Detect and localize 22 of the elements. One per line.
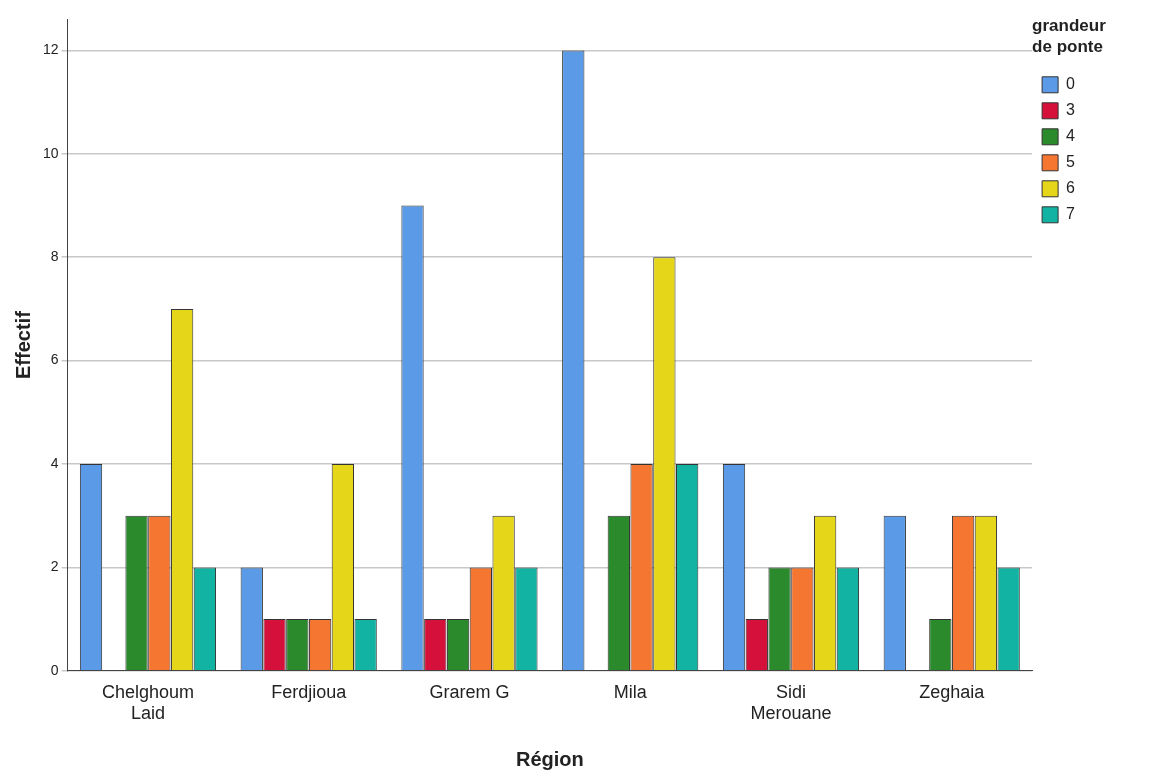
- x-tick-label: Mila: [613, 681, 648, 702]
- x-axis-title: Région: [515, 747, 584, 770]
- legend-label: 6: [1066, 179, 1076, 197]
- legend-label: 0: [1066, 75, 1076, 93]
- x-tick-label: Zeghaia: [919, 681, 986, 702]
- y-tick-label: 12: [42, 41, 59, 58]
- y-tick-label: 8: [50, 248, 59, 265]
- y-tick-label: 2: [50, 558, 59, 575]
- x-tick-label: Ferdjioua: [271, 681, 348, 702]
- x-tick-label: Sidi Merouane: [750, 681, 832, 724]
- legend-label: 4: [1066, 127, 1076, 145]
- legend-label: 5: [1066, 153, 1076, 171]
- y-axis-title: Effectif: [11, 310, 34, 379]
- y-tick-label: 6: [50, 351, 59, 368]
- legend-title: grandeur de ponte: [1032, 16, 1107, 56]
- y-tick-label: 10: [42, 144, 59, 161]
- x-tick-label: Chelghoum Laid: [101, 681, 194, 724]
- x-tick-label: Grarem G: [429, 681, 510, 702]
- legend-label: 3: [1066, 101, 1076, 119]
- y-tick-label: 4: [50, 454, 59, 471]
- legend-label: 7: [1066, 205, 1076, 223]
- y-tick-label: 0: [50, 661, 59, 678]
